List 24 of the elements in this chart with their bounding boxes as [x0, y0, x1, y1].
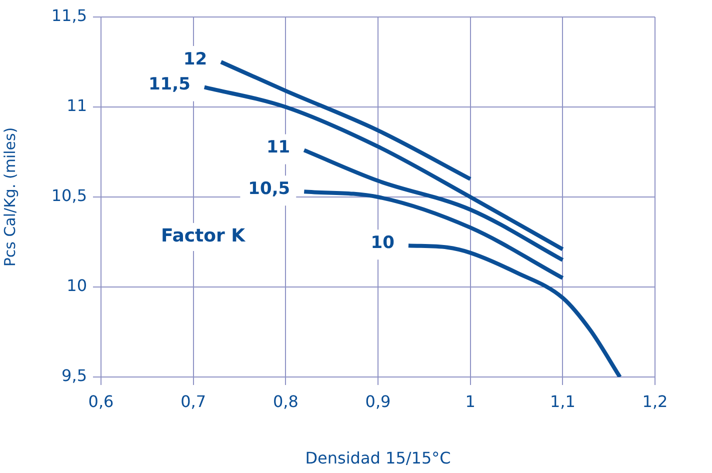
line-series — [406, 244, 622, 377]
x-tick-label: 0,8 — [272, 392, 298, 411]
y-tick-label: 11 — [66, 96, 87, 116]
y-tick-label: 9,5 — [62, 366, 87, 386]
series-label: 12 — [183, 49, 208, 70]
line-series — [219, 60, 472, 181]
y-tick-label: 11,5 — [51, 6, 87, 26]
x-tick-label: 0,6 — [88, 392, 114, 411]
y-axis-title: Pcs Cal/Kg. (miles) — [0, 127, 19, 267]
y-tick-label: 10,5 — [51, 186, 87, 206]
x-tick-label: 1,1 — [550, 392, 576, 411]
series-label: 10 — [370, 233, 395, 254]
line-series — [302, 148, 565, 262]
series-label: 10,5 — [248, 179, 290, 200]
x-tick-label: 0,7 — [180, 392, 206, 411]
line-series — [302, 190, 565, 280]
x-tick-label: 1 — [465, 392, 476, 411]
series-label: 11,5 — [148, 74, 190, 95]
y-tick-label: 10 — [66, 276, 87, 296]
x-tick-label: 1,2 — [642, 392, 668, 411]
x-axis-title: Densidad 15/15°C — [305, 448, 451, 468]
series-label: 11 — [266, 138, 290, 158]
x-tick-label: 0,9 — [365, 392, 391, 411]
annotation: Factor K — [161, 226, 246, 247]
